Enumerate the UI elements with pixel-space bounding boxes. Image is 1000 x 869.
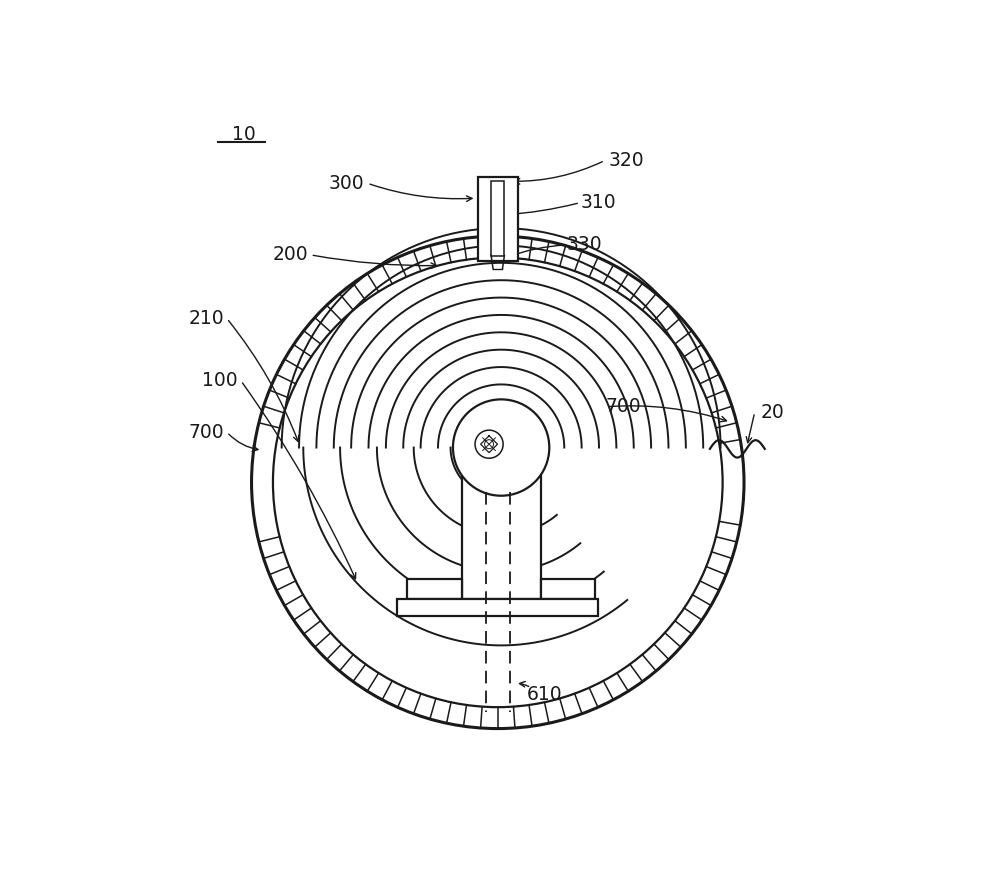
Text: 100: 100 xyxy=(202,371,237,390)
Circle shape xyxy=(273,257,723,707)
Text: 610: 610 xyxy=(527,685,562,704)
Bar xyxy=(491,182,504,255)
Text: 300: 300 xyxy=(329,174,364,193)
Bar xyxy=(478,177,518,261)
Text: 700: 700 xyxy=(188,422,224,441)
Circle shape xyxy=(453,400,549,495)
Circle shape xyxy=(475,430,503,458)
Text: 310: 310 xyxy=(580,193,616,212)
Text: 320: 320 xyxy=(608,151,644,170)
Circle shape xyxy=(252,236,744,728)
Bar xyxy=(397,600,598,616)
Text: 10: 10 xyxy=(232,125,255,144)
Bar xyxy=(462,448,541,600)
Bar xyxy=(541,580,595,600)
Text: 330: 330 xyxy=(566,235,602,255)
Text: 700: 700 xyxy=(605,397,641,416)
Bar xyxy=(407,580,462,600)
Text: 210: 210 xyxy=(188,308,224,328)
Text: 200: 200 xyxy=(273,245,308,264)
Text: 20: 20 xyxy=(760,402,784,421)
